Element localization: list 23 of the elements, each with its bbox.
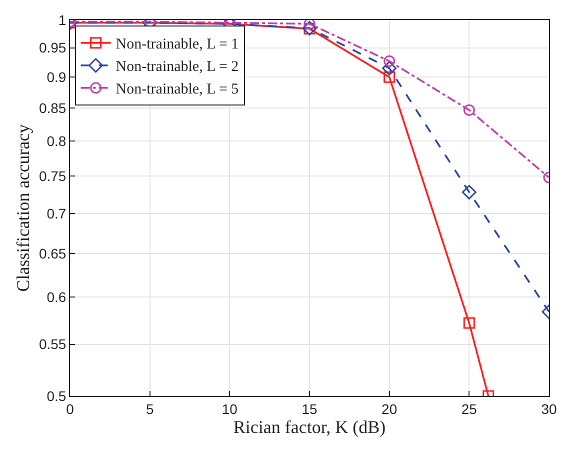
y-tick-label: 1	[58, 12, 66, 28]
legend-label: Non-trainable, L = 2	[116, 59, 239, 76]
y-tick-label: 0.65	[38, 246, 66, 262]
y-tick-label: 0.5	[46, 388, 66, 404]
y-tick-label: 0.75	[38, 168, 66, 184]
y-axis-title: Classification accuracy	[13, 124, 34, 292]
x-axis-title: Rician factor, K (dB)	[233, 416, 386, 437]
y-tick-label: 0.55	[38, 336, 66, 352]
y-tick-label: 0.8	[46, 132, 66, 149]
y-tick-label: 0.9	[46, 69, 66, 86]
legend-label: Non-trainable, L = 5	[116, 82, 239, 98]
legend-label: Non-trainable, L = 1	[116, 36, 239, 53]
y-tick-label: 0.85	[38, 100, 66, 116]
y-tick-label: 0.6	[46, 289, 66, 305]
x-tick-label: 15	[302, 400, 318, 417]
x-tick-label: 10	[222, 400, 238, 417]
x-tick-label: 30	[541, 400, 557, 417]
y-tick-label: 0.95	[38, 40, 66, 56]
x-tick-label: 5	[146, 400, 154, 417]
x-tick-label: 0	[66, 400, 74, 417]
y-tick-label: 0.7	[46, 205, 66, 222]
x-tick-label: 25	[461, 400, 478, 417]
x-tick-label: 20	[382, 400, 398, 417]
